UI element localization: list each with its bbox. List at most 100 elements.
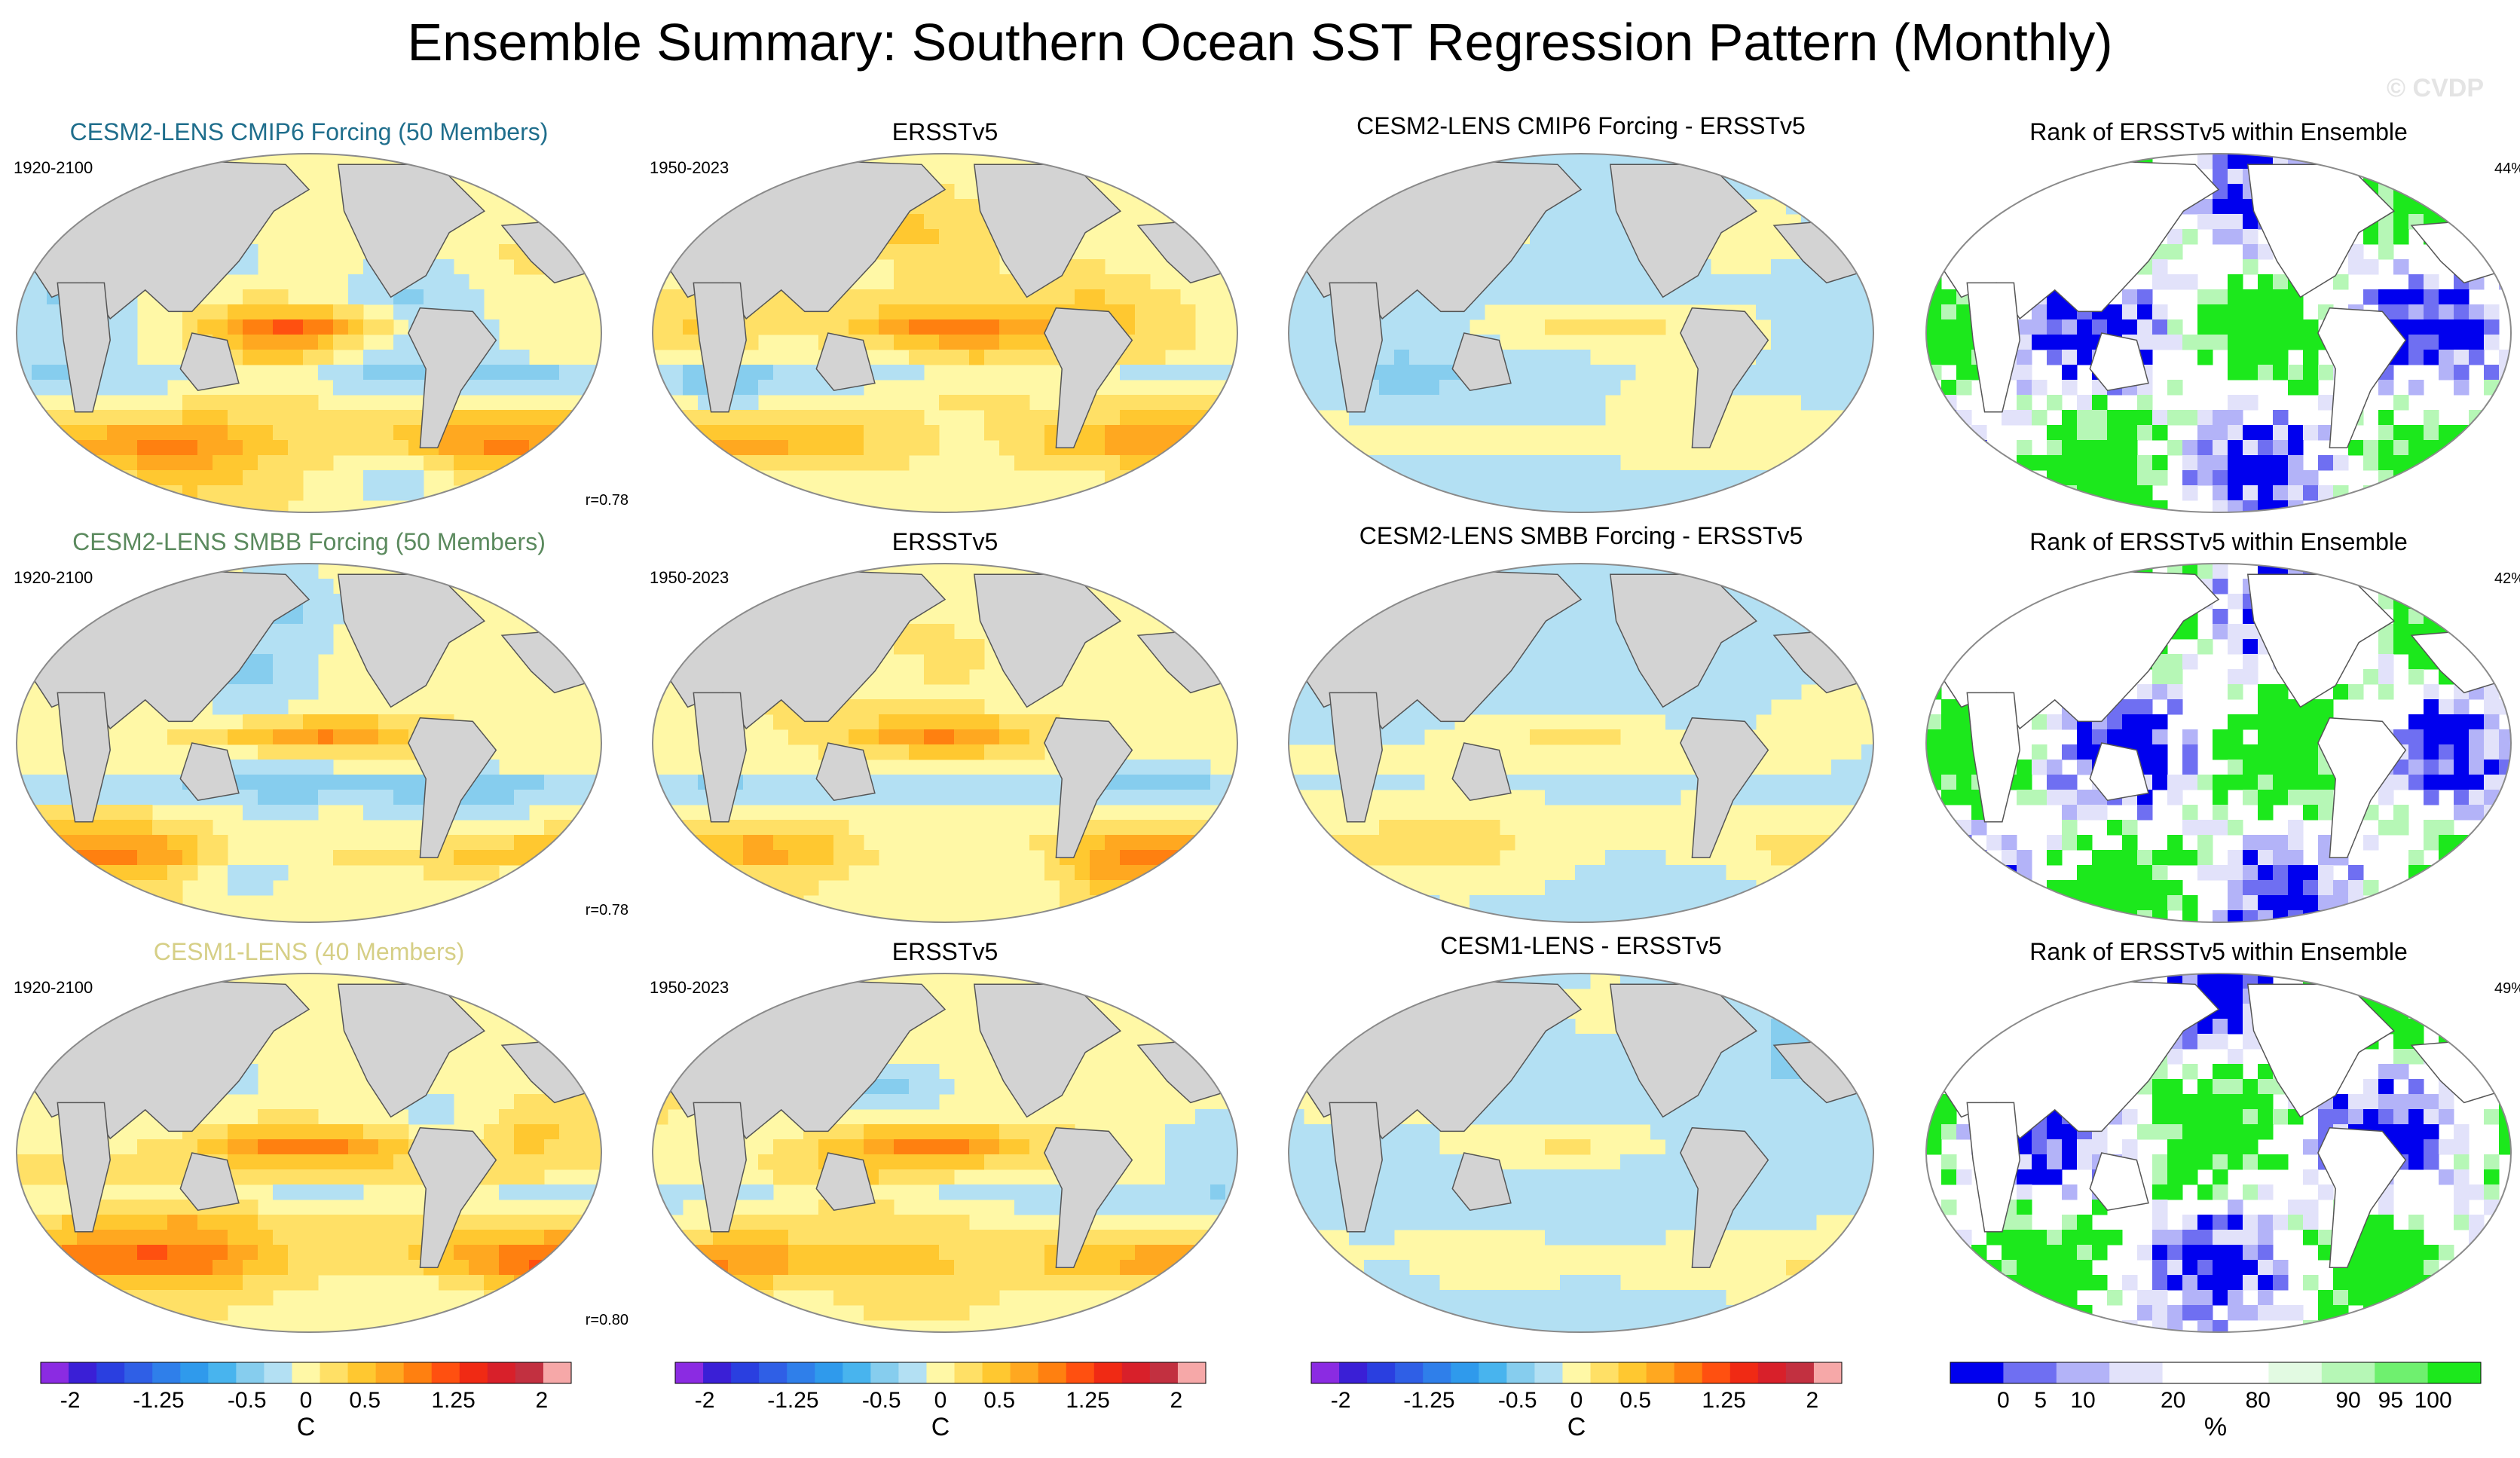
field-cell [969, 335, 985, 350]
field-cell [1816, 485, 1832, 501]
land-mass [2246, 573, 2396, 708]
field-cell [1105, 820, 1121, 836]
field-cell [182, 820, 198, 836]
field-cell [1861, 380, 1873, 396]
field-cell [939, 274, 955, 290]
field-cell [152, 365, 168, 381]
field-cell [2258, 425, 2274, 441]
field-cell [698, 895, 714, 911]
field-cell [2408, 500, 2424, 512]
field-cell [559, 1290, 575, 1306]
field-cell [1926, 910, 1942, 922]
field-cell [1590, 455, 1606, 471]
field-cell [2454, 214, 2470, 230]
field-cell [167, 820, 183, 836]
field-cell [182, 729, 198, 745]
field-cell [2243, 335, 2259, 350]
field-cell [894, 410, 910, 426]
field-cell [1334, 609, 1350, 625]
field-cell [1941, 335, 1957, 350]
field-cell [1986, 865, 2002, 881]
field-cell [773, 790, 789, 805]
field-cell [668, 895, 684, 911]
field-cell [1575, 455, 1591, 471]
field-cell [954, 775, 970, 790]
field-cell [2167, 669, 2183, 685]
field-cell [773, 714, 789, 730]
field-cell [1956, 440, 1972, 456]
field-cell [2213, 289, 2228, 305]
field-cell [2258, 289, 2274, 305]
field-cell [1696, 154, 1711, 170]
field-cell [197, 835, 213, 851]
field-cell [589, 790, 601, 805]
field-cell [773, 850, 789, 866]
field-cell [1379, 500, 1395, 512]
field-cell [559, 895, 575, 911]
field-cell [1409, 154, 1425, 170]
field-cell [2107, 410, 2123, 426]
field-cell [1941, 304, 1957, 320]
field-cell [2107, 485, 2123, 501]
field-cell [924, 744, 940, 760]
field-cell [1120, 274, 1136, 290]
field-cell [2137, 425, 2153, 441]
field-cell [1135, 335, 1151, 350]
field-cell [1439, 500, 1455, 512]
field-cell [182, 410, 198, 426]
field-cell [864, 1154, 879, 1170]
field-cell [788, 910, 804, 922]
field-cell [969, 289, 985, 305]
field-cell [2228, 425, 2243, 441]
field-cell [303, 1230, 319, 1246]
field-cell [258, 1290, 274, 1306]
field-cell [1014, 714, 1030, 730]
field-cell [653, 1034, 668, 1050]
field-cell [818, 865, 834, 881]
field-cell [152, 500, 168, 512]
field-cell [1861, 335, 1873, 350]
field-cell [2062, 835, 2078, 851]
field-cell [122, 775, 138, 790]
field-cell [1620, 259, 1636, 275]
field-cell [2213, 609, 2228, 625]
field-cell [197, 1275, 213, 1291]
field-cell [2424, 410, 2439, 426]
field-cell [2469, 485, 2485, 501]
field-cell [818, 1139, 834, 1155]
field-cell [1530, 684, 1546, 700]
field-cell [2182, 729, 2198, 745]
field-cell [273, 440, 289, 456]
field-cell [1120, 425, 1136, 441]
field-cell [2228, 820, 2243, 836]
field-cell [2454, 380, 2470, 396]
field-cell [122, 835, 138, 851]
field-cell [2213, 744, 2228, 760]
field-cell [303, 1109, 319, 1125]
field-cell [1861, 579, 1873, 595]
field-cell [152, 1169, 168, 1185]
field-cell [2122, 485, 2138, 501]
field-cell [137, 500, 153, 512]
field-cell [1105, 910, 1121, 922]
field-cell [17, 624, 32, 640]
field-cell [288, 350, 304, 365]
field-cell [818, 440, 834, 456]
field-cell [2408, 485, 2424, 501]
field-cell [62, 880, 78, 896]
field-cell [924, 1064, 940, 1080]
field-cell [348, 729, 364, 745]
field-cell [2303, 744, 2319, 760]
field-cell [1956, 169, 1972, 185]
field-cell [2318, 485, 2334, 501]
field-cell [1926, 624, 1942, 640]
field-cell [1439, 470, 1455, 486]
field-cell [408, 1230, 424, 1246]
field-cell [1289, 304, 1304, 320]
field-cell [969, 350, 985, 365]
field-cell [1515, 410, 1531, 426]
field-cell [2152, 304, 2168, 320]
field-cell [1831, 485, 1847, 501]
field-cell [984, 289, 1000, 305]
